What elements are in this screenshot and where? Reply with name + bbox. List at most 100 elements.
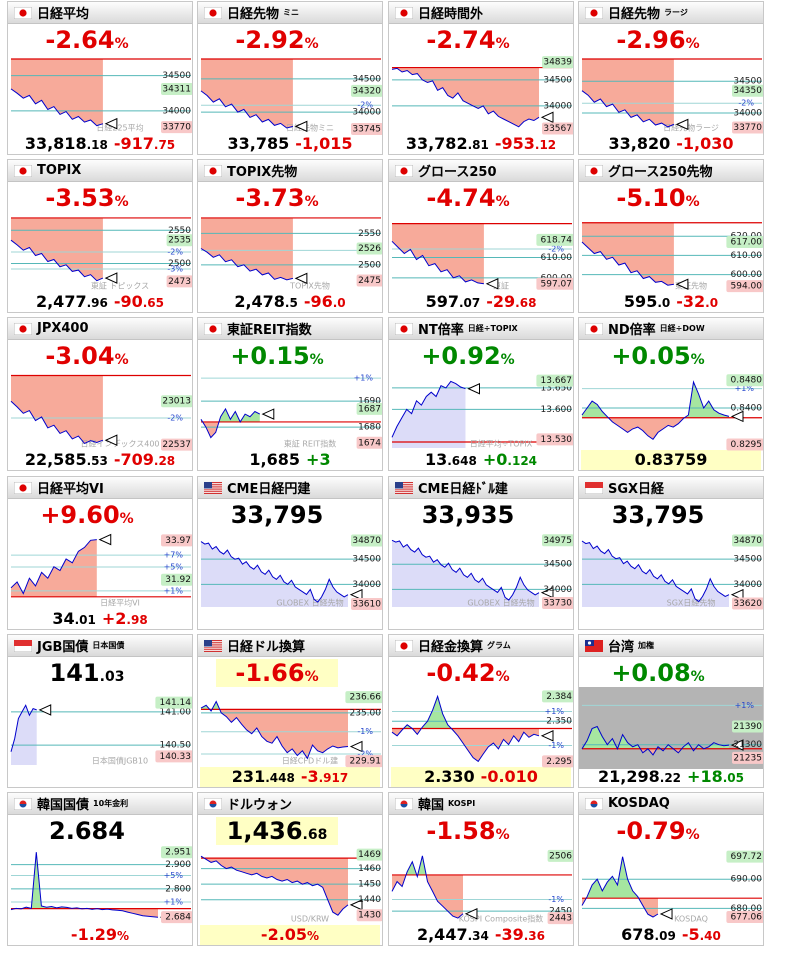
fill-below bbox=[11, 375, 103, 444]
price-line bbox=[10, 539, 97, 595]
headline-value: -3.73 bbox=[235, 184, 305, 212]
y2-tick-label: +1% bbox=[545, 707, 565, 716]
headline: -2.96% bbox=[597, 26, 719, 54]
y2-tick-label: +1% bbox=[735, 701, 755, 710]
flag-canton bbox=[204, 639, 212, 646]
footer: 22,585.53 -709.28 bbox=[10, 450, 190, 470]
panel-title: ND倍率 bbox=[608, 323, 656, 338]
flag bbox=[585, 481, 603, 494]
footer-group: 2,478.5 bbox=[234, 292, 298, 311]
badge bbox=[356, 848, 382, 861]
y2-tick-label: +5% bbox=[164, 871, 184, 880]
badge bbox=[161, 438, 192, 451]
footer: 2,478.5 -96.0 bbox=[200, 292, 380, 312]
badge bbox=[166, 234, 192, 247]
headline-small: .68 bbox=[302, 827, 328, 843]
flag-disc bbox=[400, 166, 408, 175]
y-tick-label: 600.00 bbox=[731, 270, 763, 280]
footer: 1,685 +3 bbox=[200, 450, 380, 470]
y2-tick-label: +7% bbox=[164, 551, 184, 560]
badge-label: 33745 bbox=[352, 125, 381, 135]
footer-group: -917.75 bbox=[114, 134, 175, 153]
price-line bbox=[200, 541, 349, 603]
badge bbox=[536, 433, 573, 446]
footer-value: 33,818 bbox=[24, 134, 87, 153]
panel: ドルウォン 1,436.68 -2.05% USD/KRW 1460 1450 1440 14… bbox=[197, 792, 383, 946]
fill-above bbox=[201, 701, 220, 710]
headline-small: % bbox=[495, 669, 510, 685]
price-line bbox=[10, 704, 37, 752]
title-bar: 日経ドル換算 bbox=[198, 635, 382, 657]
flag-sun bbox=[587, 640, 592, 645]
headline: -3.53% bbox=[26, 184, 148, 212]
panel-title: 東証REIT指数 bbox=[227, 323, 312, 338]
flag bbox=[204, 164, 222, 177]
title-bar: 日経先物 ミニ bbox=[198, 2, 382, 24]
badge-label: 2526 bbox=[358, 244, 381, 254]
headline: -0.79% bbox=[597, 817, 719, 845]
flag bbox=[14, 6, 32, 19]
badge bbox=[726, 910, 763, 923]
badge-label: 33770 bbox=[733, 123, 762, 133]
headline-small: % bbox=[500, 352, 515, 368]
chart: 34500 34000 34839 33567 bbox=[391, 56, 573, 135]
flag bbox=[14, 797, 32, 810]
flag-stripe bbox=[395, 492, 413, 494]
last-price-marker bbox=[540, 586, 554, 599]
watermark: GLOBEX 日経先物 bbox=[467, 598, 534, 608]
fill-below bbox=[11, 908, 158, 918]
y2-tick-label: -1% bbox=[548, 741, 564, 750]
panel-subtitle: 日経÷TOPIX bbox=[467, 324, 518, 333]
flag-stripe bbox=[395, 490, 413, 492]
flag-disc bbox=[590, 324, 598, 333]
flag bbox=[204, 6, 222, 19]
fill-below bbox=[201, 709, 348, 759]
headline: +0.08% bbox=[597, 659, 719, 687]
y2-tick-label: +1% bbox=[164, 586, 184, 595]
fill-above bbox=[201, 408, 260, 422]
flag-top bbox=[14, 639, 32, 646]
badge-label: 23013 bbox=[162, 397, 191, 407]
badge-label: 31.92 bbox=[165, 575, 191, 585]
last-price-marker bbox=[730, 739, 744, 751]
flag-stripe bbox=[395, 483, 413, 485]
footer-value: -1,030 bbox=[676, 134, 734, 153]
flag-stripe bbox=[204, 488, 222, 490]
footer-small: .18 bbox=[86, 138, 108, 152]
footer-value: -1.29 bbox=[70, 925, 118, 944]
flag-yang bbox=[590, 800, 598, 804]
chart: KOSDAQ 690.00 680.00 697.72 677.06 bbox=[581, 850, 763, 924]
footer-value: -96 bbox=[303, 292, 333, 311]
footer-small: .98 bbox=[126, 613, 148, 627]
flag-stripe bbox=[395, 488, 413, 490]
footer-value: 1,685 bbox=[249, 450, 301, 469]
headline-small: % bbox=[495, 36, 510, 52]
chart: 日経先物ラージ 34500 34000-2% 34350 33770 bbox=[581, 58, 763, 134]
panel-title: 日経ドル換算 bbox=[227, 640, 306, 655]
flag-disc bbox=[19, 483, 27, 492]
panel: 日経平均VI +9.60% 34.01 +2.98 日経平均VI +7% +5% +1% 33.… bbox=[7, 476, 193, 630]
footer-group: 33,785 bbox=[228, 134, 290, 153]
badge-label: 2506 bbox=[549, 851, 572, 861]
price-line bbox=[581, 380, 730, 440]
badge bbox=[542, 596, 573, 609]
badge bbox=[732, 720, 763, 733]
y2-tick-label: -1% bbox=[357, 727, 373, 736]
headline-value: 2.684 bbox=[49, 817, 125, 845]
footer-group: -953.12 bbox=[495, 134, 556, 153]
fill-below bbox=[201, 59, 293, 128]
footer-group: +3 bbox=[306, 450, 331, 469]
flag-yang bbox=[400, 800, 408, 804]
title-bar: 韓国国債 10年金利 bbox=[8, 793, 192, 815]
title-bar: KOSDAQ bbox=[579, 793, 763, 815]
panel: グロース250-4.74%597.07-29.68東証610.00600.00-… bbox=[388, 159, 574, 313]
headline-value: -2.64 bbox=[45, 26, 115, 54]
y2-tick-label: -3% bbox=[167, 265, 183, 274]
last-price-marker bbox=[730, 410, 744, 423]
footer-small: .22 bbox=[659, 771, 682, 785]
footer-group: 1,685 bbox=[249, 450, 300, 469]
headline-small: % bbox=[495, 194, 510, 210]
y-tick-label: 2450 bbox=[549, 907, 572, 917]
footer: 33,782.81 -953.12 bbox=[391, 134, 571, 154]
y2-tick-label: -1% bbox=[548, 895, 564, 904]
